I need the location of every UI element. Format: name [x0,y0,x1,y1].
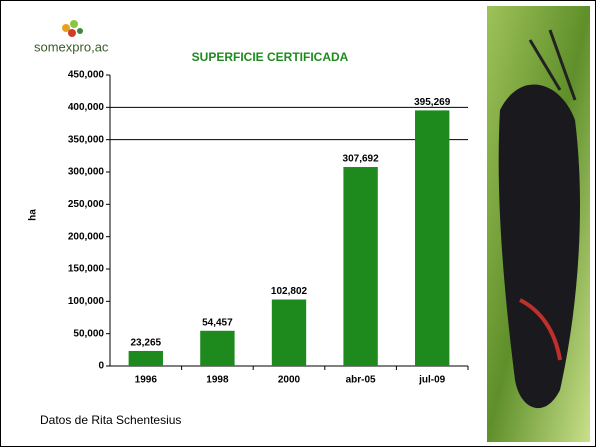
y-axis-label: ha [28,209,39,221]
bar [200,330,235,366]
y-tick-label: 0 [98,361,104,372]
bar [415,110,450,366]
y-tick-label: 250,000 [68,199,105,210]
insect [498,84,580,409]
bar [271,299,307,366]
y-tick-label: 450,000 [68,70,105,81]
bar [128,350,163,366]
antenna [528,29,577,101]
footer: Datos de Rita Schentesius [40,413,181,427]
x-tick-label: 2000 [278,375,301,386]
value-label: 102,802 [271,286,308,297]
y-tick-label: 350,000 [68,134,105,145]
y-tick-label: 400,000 [68,102,105,113]
logo-dot [68,29,76,37]
bar [343,167,378,366]
y-tick-label: 50,000 [73,328,104,339]
logo: somexpro,ac [34,20,109,54]
x-tick-label: 1996 [135,375,158,386]
insect-stripe [519,298,562,361]
x-tick-label: jul-09 [418,375,446,386]
logo-dot [62,24,70,32]
y-tick-label: 300,000 [68,167,105,178]
value-label: 23,265 [131,338,162,349]
y-tick-label: 100,000 [68,296,105,307]
value-label: 54,457 [202,317,233,328]
logo-dot [70,20,78,28]
y-tick-label: 150,000 [68,264,105,275]
x-tick-label: 1998 [206,375,229,386]
value-label: 395,269 [414,97,451,108]
value-label: 307,692 [343,154,380,165]
x-tick-label: abr-05 [346,375,376,386]
y-tick-label: 200,000 [68,231,105,242]
logo-dot [77,28,83,34]
photo [487,6,590,442]
chart-title: SUPERFICIE CERTIFICADA [192,50,349,64]
logo-text: somexpro,ac [34,39,109,54]
